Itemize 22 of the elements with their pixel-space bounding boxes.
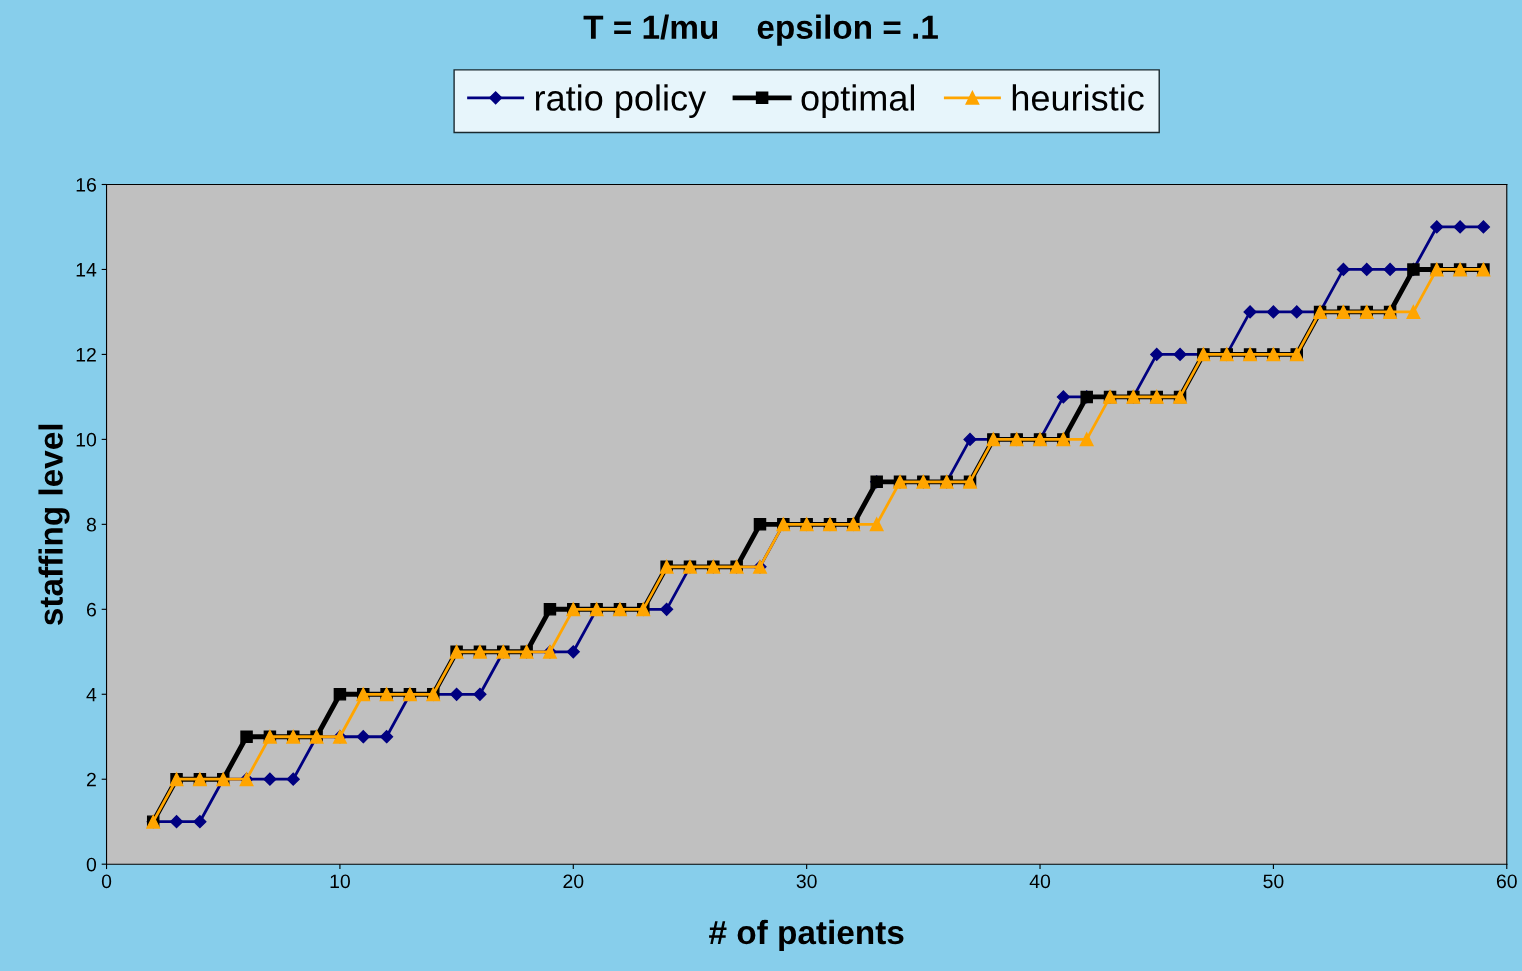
y-axis-title: staffing level (38, 424, 70, 626)
x-tick-label: 20 (563, 874, 584, 889)
x-tick-label: 10 (330, 874, 350, 889)
y-tick-label: 16 (76, 177, 96, 192)
x-tick-label: 0 (101, 874, 112, 889)
legend-label: heuristic (1012, 84, 1144, 111)
y-tick-label: 6 (86, 602, 96, 617)
y-tick-label: 8 (86, 517, 96, 532)
y-tick-label: 0 (86, 857, 97, 872)
x-tick-label: 40 (1029, 874, 1051, 889)
legend-label: optimal (801, 84, 915, 118)
x-tick-label: 50 (1263, 874, 1284, 889)
y-tick-label: 2 (86, 772, 96, 787)
legend-label: ratio policy (535, 84, 707, 118)
x-tick-label: 30 (796, 874, 817, 889)
chart-title: T = 1/mu epsilon = .1 (583, 14, 938, 46)
x-axis-title: # of patients (709, 919, 904, 951)
y-tick-label: 10 (76, 432, 97, 447)
y-tick-label: 12 (76, 347, 96, 362)
x-tick-label: 60 (1496, 874, 1517, 889)
y-tick-label: 4 (86, 687, 97, 702)
y-tick-label: 14 (76, 263, 97, 277)
